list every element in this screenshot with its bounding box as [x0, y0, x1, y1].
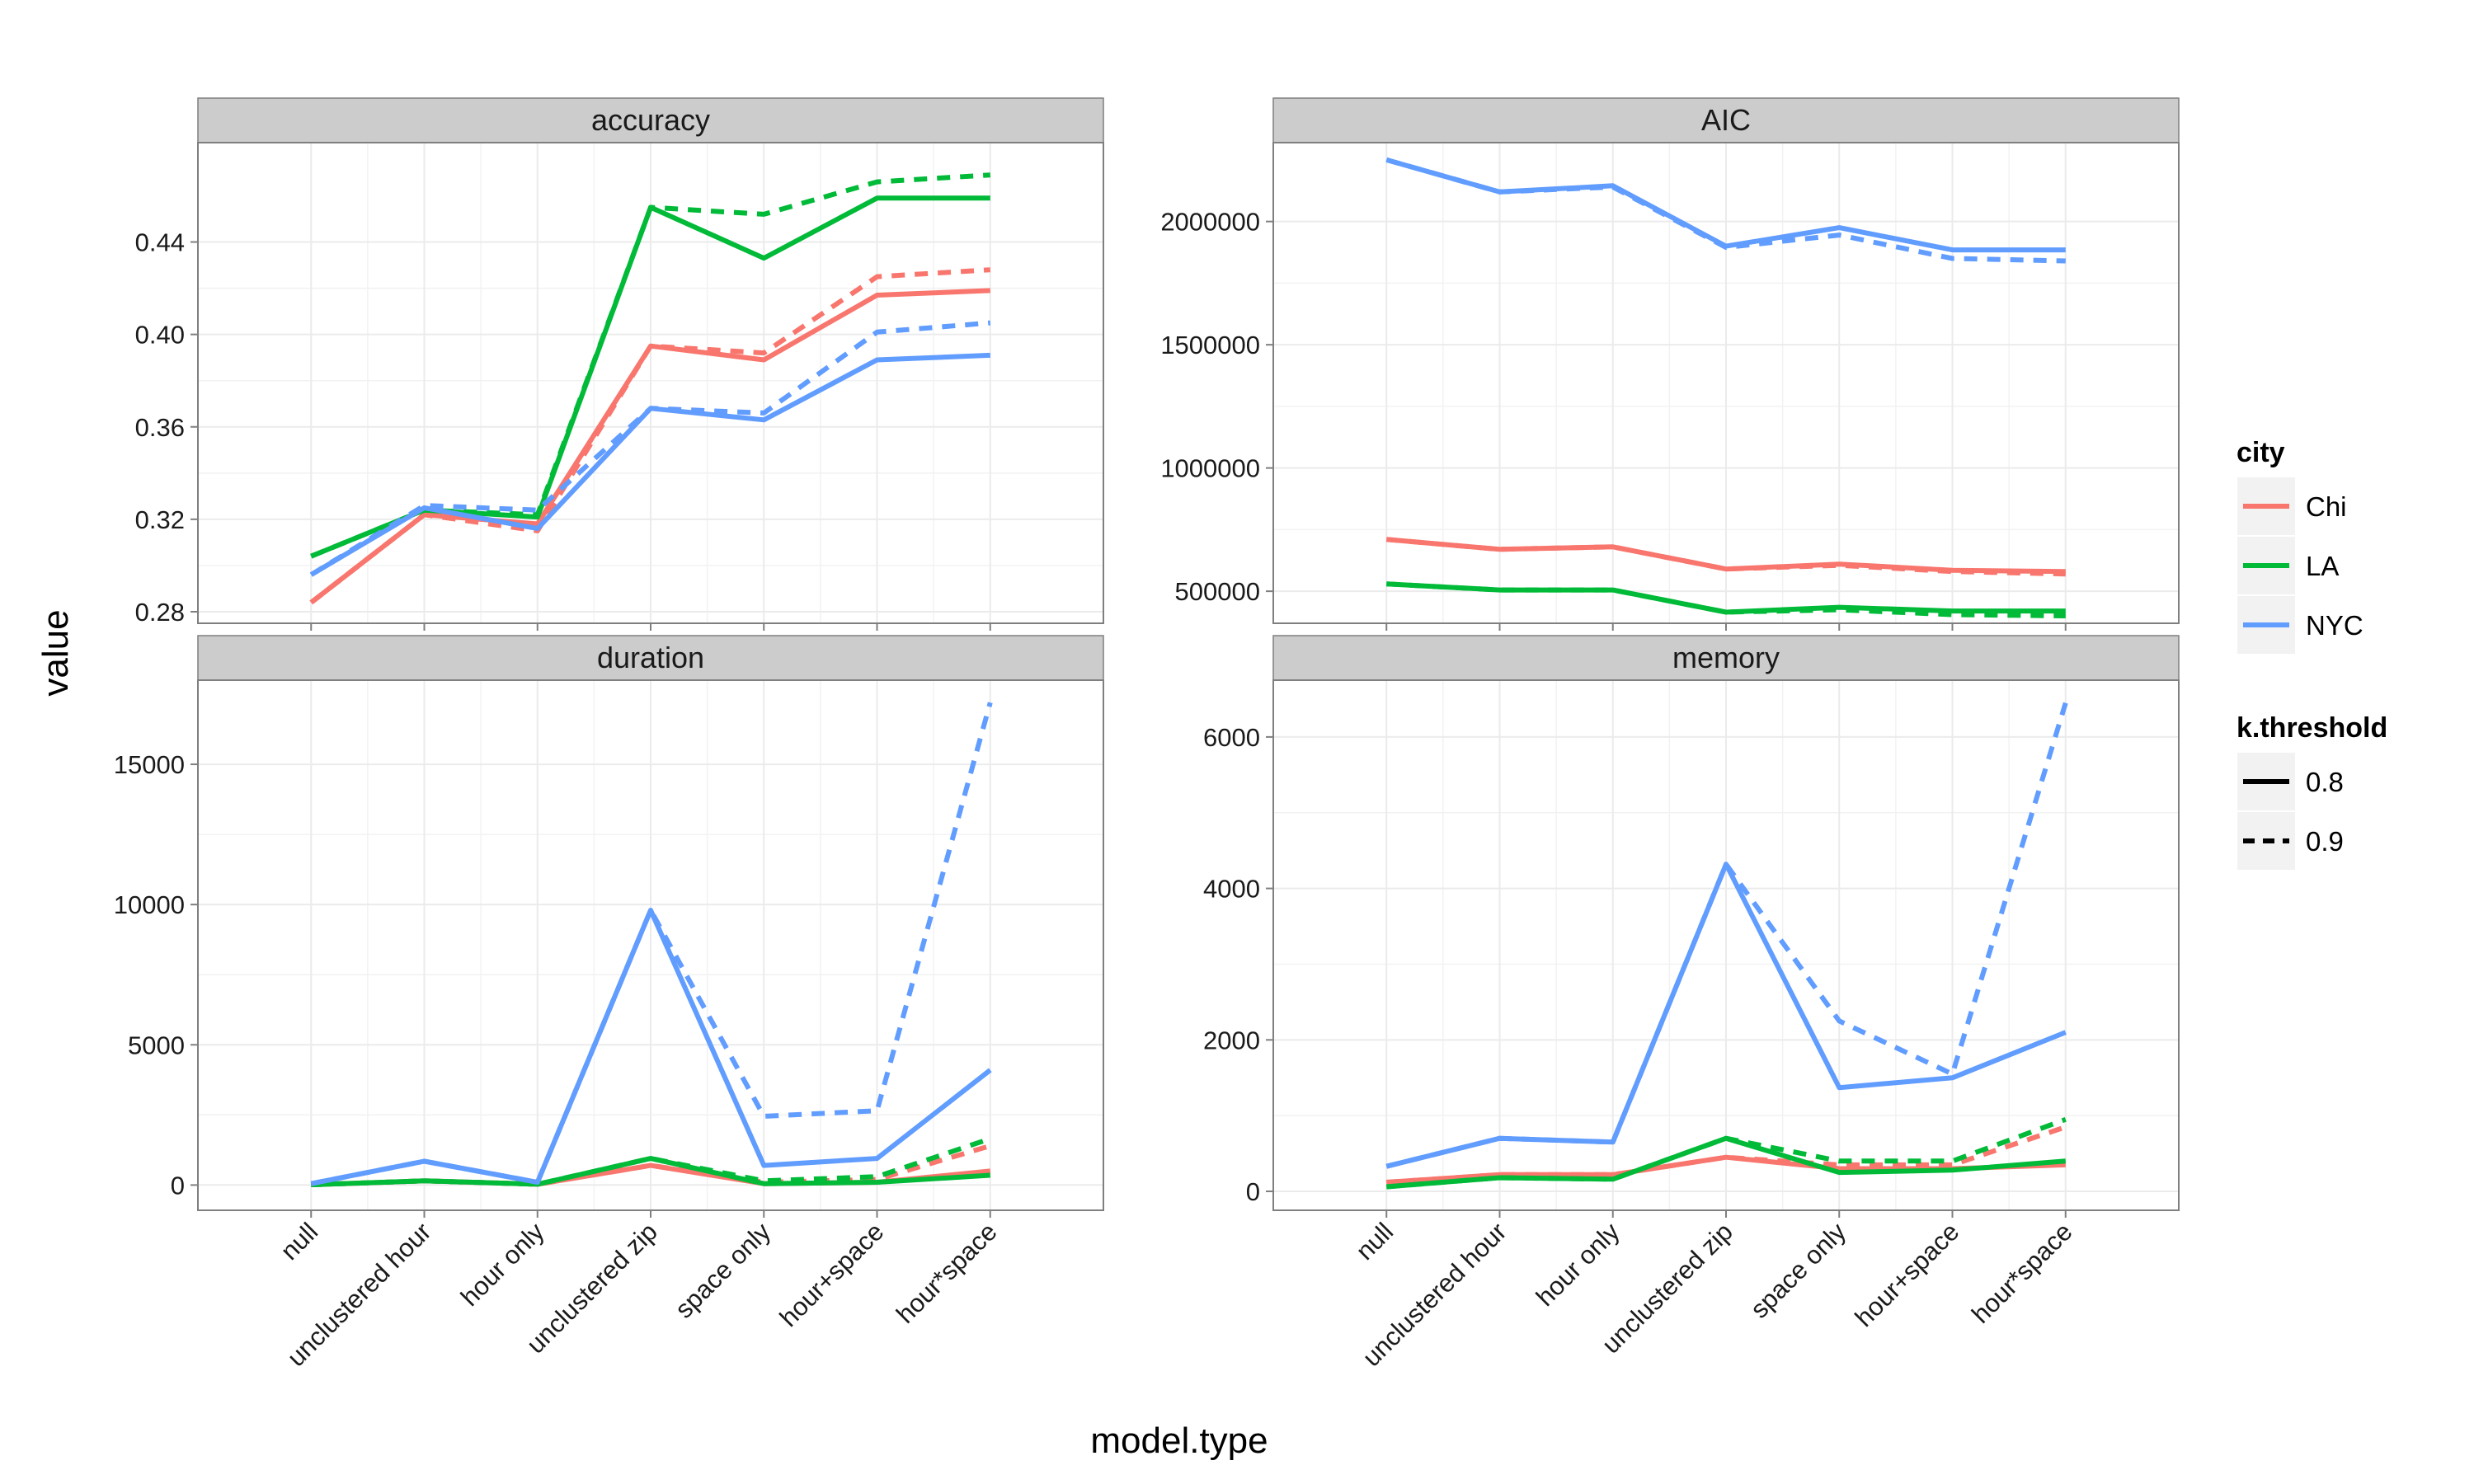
y-tick-label: 5000: [128, 1031, 185, 1059]
x-tick-label: space only: [1745, 1217, 1852, 1324]
x-tick-label: null: [1350, 1217, 1399, 1266]
y-tick-label: 1500000: [1160, 331, 1260, 359]
series-line-la-0-8: [1386, 581, 2066, 615]
y-tick-label: 0.28: [135, 598, 185, 627]
y-tick-label: 15000: [114, 750, 185, 779]
series-line-nyc-0-9: [1385, 157, 2066, 264]
panel-border: [1272, 679, 2180, 1211]
y-axis-title: value: [35, 609, 76, 696]
x-tick-label: hour*space: [1966, 1217, 2078, 1329]
legend-title-k-threshold: k.threshold: [2236, 712, 2387, 744]
x-tick-label: null: [275, 1217, 323, 1266]
y-tick-label: 0: [1246, 1177, 1260, 1206]
legend-label-chi: Chi: [2306, 491, 2347, 522]
series-line-la-0-8: [311, 1156, 990, 1187]
panels-layer: accuracy0.280.320.360.400.44AIC500000100…: [114, 97, 2180, 1372]
y-tick-label: 2000: [1203, 1026, 1260, 1054]
y-tick-label: 2000000: [1160, 208, 1260, 237]
panel-border: [197, 142, 1104, 624]
legend-title-city: city: [2236, 437, 2285, 468]
series-line-la-0-9: [1386, 1116, 2067, 1190]
y-tick-label: 0: [171, 1171, 185, 1200]
y-tick-label: 0.40: [135, 321, 185, 350]
panel-title: AIC: [1701, 103, 1751, 137]
panel-strip: [197, 635, 1104, 681]
legend-label-la: LA: [2306, 551, 2339, 581]
panel-title: memory: [1672, 641, 1780, 674]
legend-label-threshold-0-8: 0.8: [2306, 767, 2344, 797]
y-tick-label: 10000: [114, 890, 185, 919]
panel-strip: [1272, 635, 2180, 681]
panel-title: accuracy: [591, 103, 710, 137]
legend-label-threshold-0-9: 0.9: [2306, 826, 2344, 857]
panel-aic: AIC 500000 1000000 1500000 2000000: [1160, 97, 2180, 631]
series-line-chi-0-8: [1386, 537, 2066, 575]
x-tick-label: hour+space: [1850, 1217, 1965, 1332]
panel-accuracy: accuracy 0.28 0.32 0.36 0.40 0.44: [135, 97, 1104, 631]
panel-strip: [197, 97, 1104, 143]
panel-strip: [1272, 97, 2180, 143]
panel-border: [1272, 142, 2180, 624]
series-line-nyc-0-9: [309, 320, 991, 577]
series-line-chi-0-9: [309, 267, 990, 605]
panel-title: duration: [597, 641, 704, 674]
x-tick-label: hour only: [455, 1217, 550, 1312]
series-line-nyc-0-9: [1385, 702, 2068, 1169]
legend-label-nyc: NYC: [2306, 610, 2363, 641]
y-tick-label: 0.32: [135, 505, 185, 534]
panel-border: [197, 679, 1104, 1211]
y-tick-label: 500000: [1175, 577, 1260, 606]
x-tick-label: space only: [670, 1217, 777, 1324]
x-axis-title: model.type: [1090, 1421, 1268, 1461]
x-tick-label: hour*space: [891, 1217, 1003, 1329]
y-tick-label: 4000: [1203, 875, 1260, 904]
y-tick-label: 0.36: [135, 413, 185, 442]
legend: city Chi LA NYC k.threshold 0.8 0.9: [2236, 437, 2387, 871]
series-line-nyc-0-8: [310, 908, 992, 1186]
x-tick-label: hour+space: [774, 1217, 890, 1332]
x-tick-label: hour only: [1531, 1217, 1625, 1312]
y-tick-label: 1000000: [1160, 454, 1260, 483]
y-tick-label: 0.44: [135, 228, 185, 257]
y-tick-label: 6000: [1203, 723, 1260, 752]
